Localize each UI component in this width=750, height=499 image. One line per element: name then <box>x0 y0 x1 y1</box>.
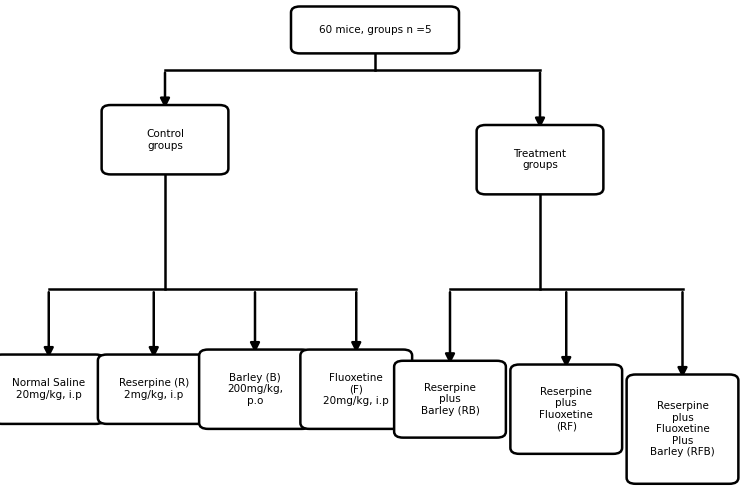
FancyBboxPatch shape <box>477 125 603 195</box>
Text: Reserpine
plus
Fluoxetine
(RF): Reserpine plus Fluoxetine (RF) <box>539 387 593 432</box>
FancyBboxPatch shape <box>300 349 412 429</box>
Text: Control
groups: Control groups <box>146 129 184 151</box>
FancyBboxPatch shape <box>200 349 310 429</box>
FancyBboxPatch shape <box>394 361 506 438</box>
Text: Fluoxetine
(F)
20mg/kg, i.p: Fluoxetine (F) 20mg/kg, i.p <box>323 373 389 406</box>
FancyBboxPatch shape <box>0 354 104 424</box>
Text: Reserpine (R)
2mg/kg, i.p: Reserpine (R) 2mg/kg, i.p <box>118 378 189 400</box>
Text: Reserpine
plus
Fluoxetine
Plus
Barley (RFB): Reserpine plus Fluoxetine Plus Barley (R… <box>650 401 715 458</box>
FancyBboxPatch shape <box>627 374 738 484</box>
FancyBboxPatch shape <box>98 354 209 424</box>
Text: Barley (B)
200mg/kg,
p.o: Barley (B) 200mg/kg, p.o <box>227 373 283 406</box>
FancyBboxPatch shape <box>102 105 228 175</box>
Text: Normal Saline
20mg/kg, i.p: Normal Saline 20mg/kg, i.p <box>12 378 86 400</box>
FancyBboxPatch shape <box>510 365 622 454</box>
FancyBboxPatch shape <box>291 6 459 53</box>
Text: Treatment
groups: Treatment groups <box>514 149 566 171</box>
Text: 60 mice, groups n =5: 60 mice, groups n =5 <box>319 25 431 35</box>
Text: Reserpine
plus
Barley (RB): Reserpine plus Barley (RB) <box>421 383 479 416</box>
